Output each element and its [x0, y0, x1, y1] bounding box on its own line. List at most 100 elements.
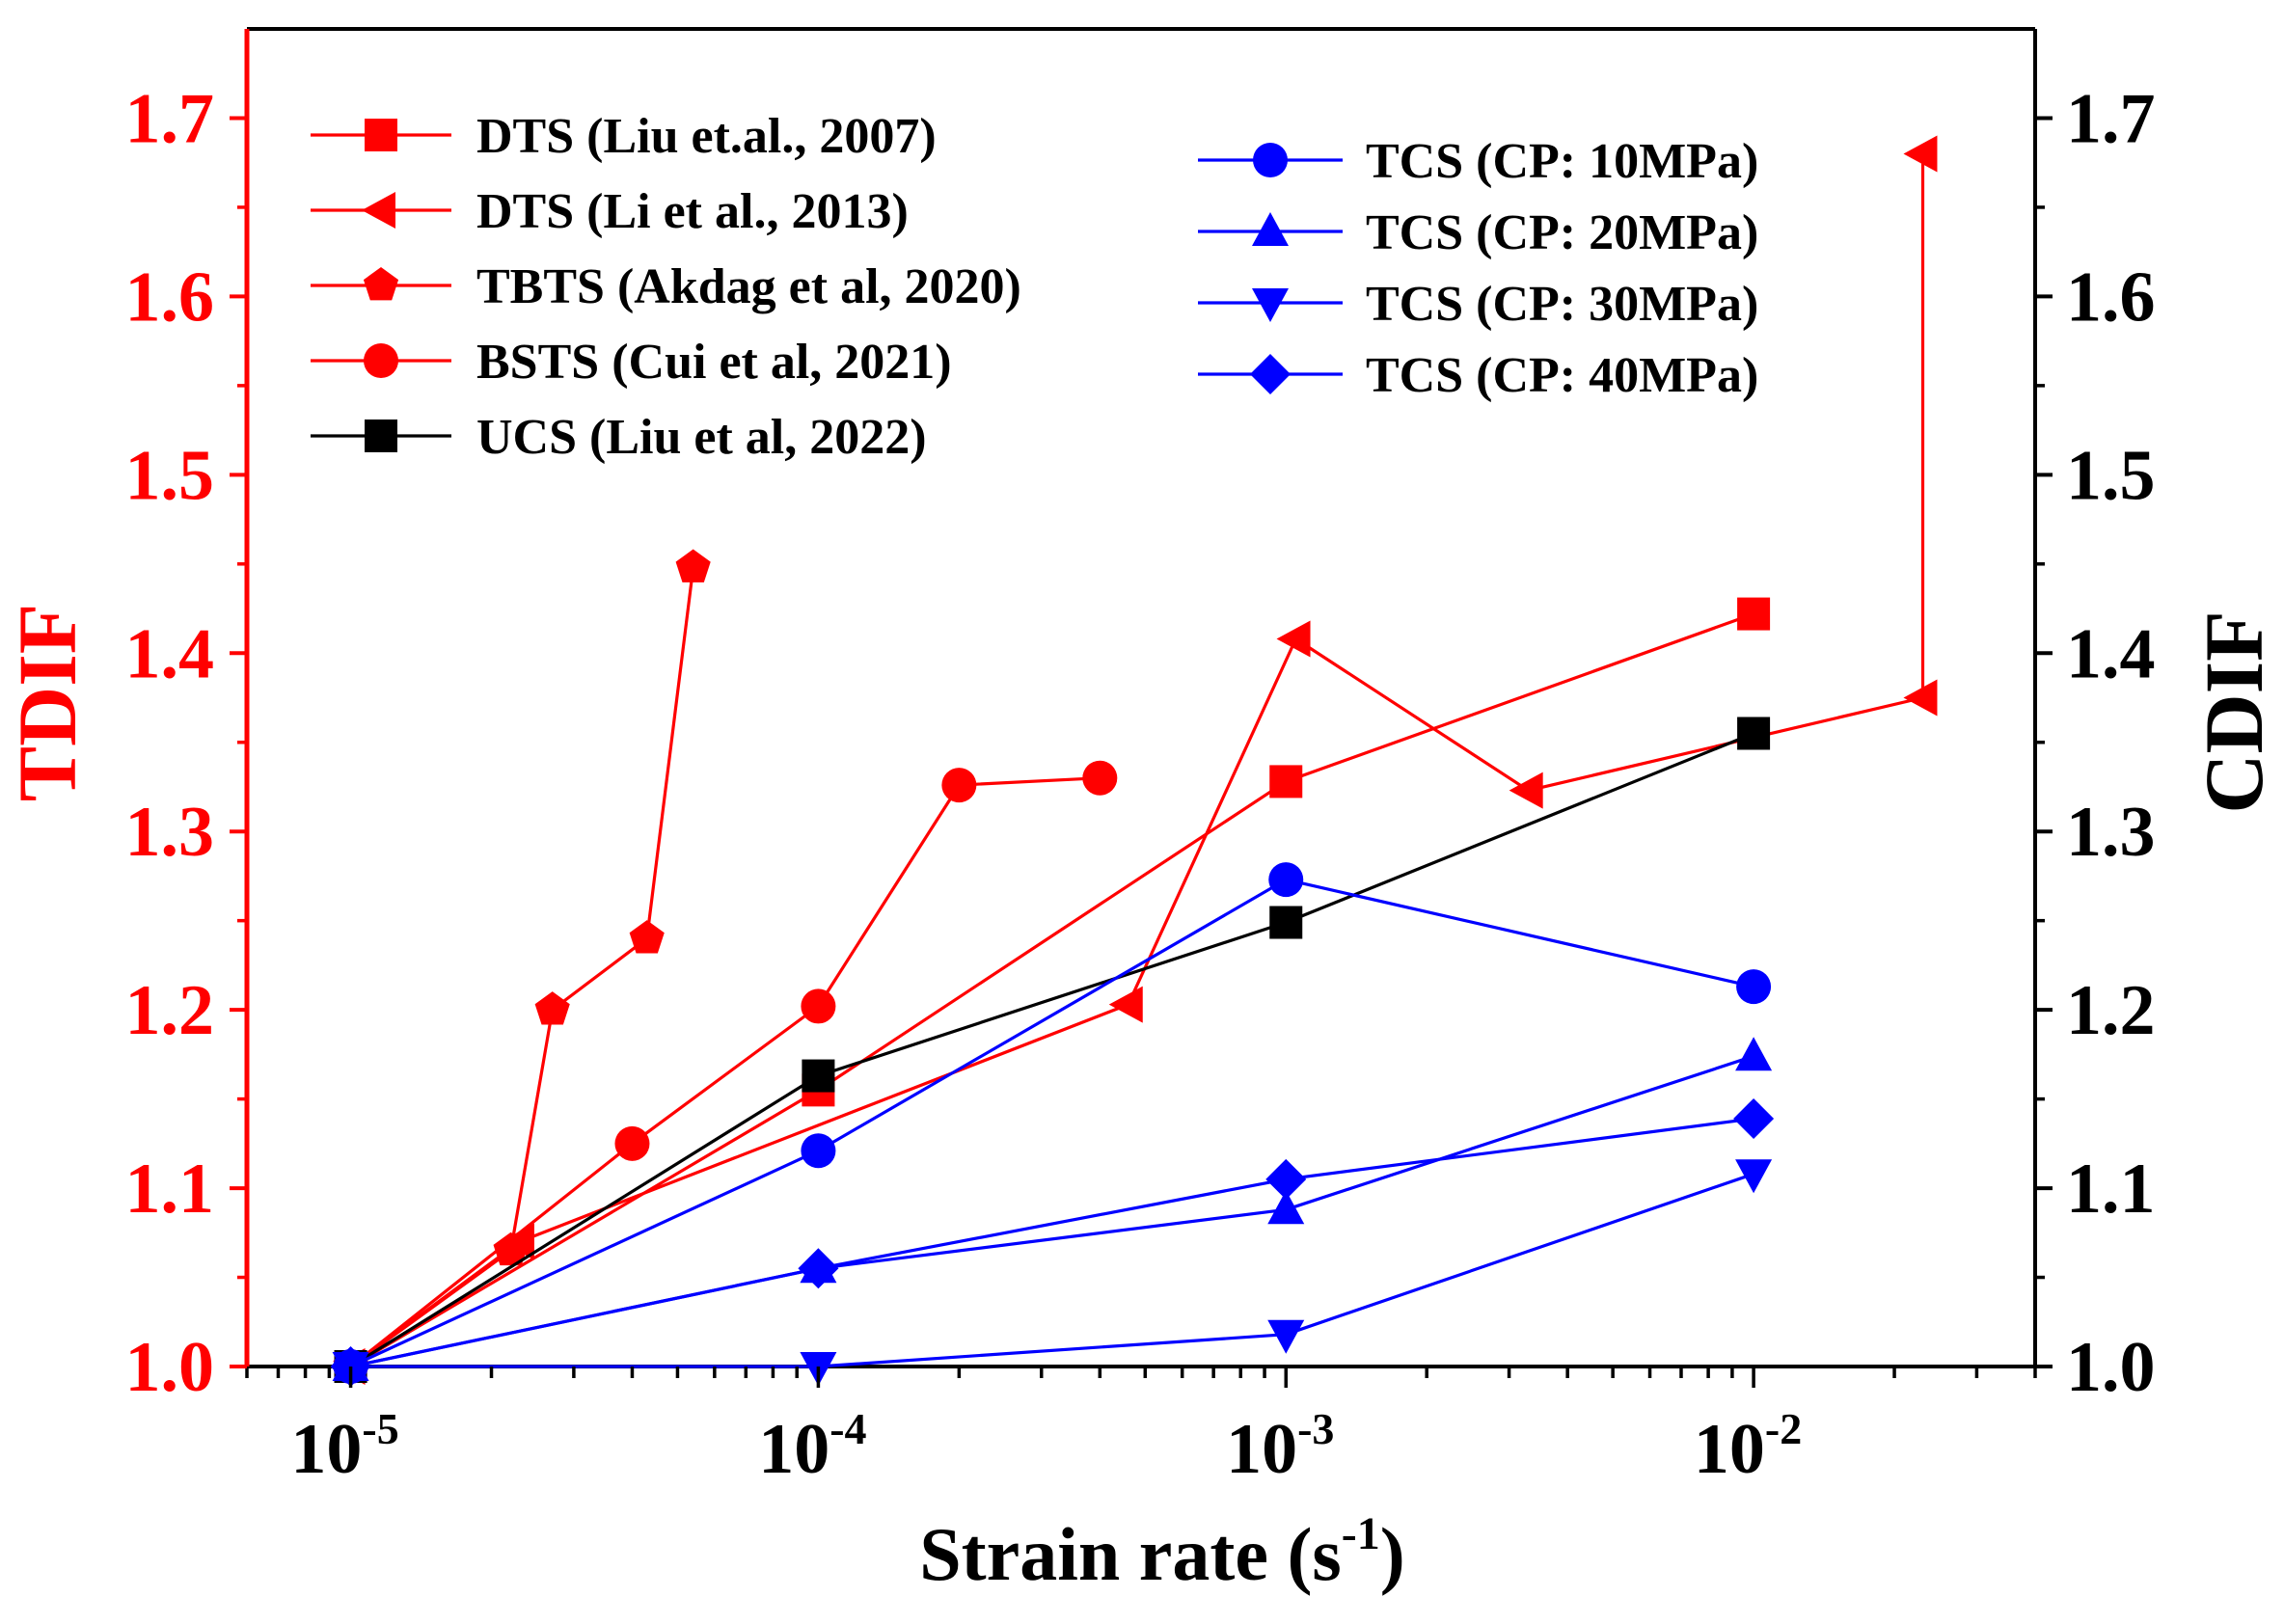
legend-item-7: TCS (CP: 30MPa)	[1198, 277, 1758, 332]
legend-item-0: DTS (Liu et.al., 2007)	[311, 109, 937, 164]
y-right-tick-label: 1.1	[2066, 1150, 2156, 1229]
series-3	[333, 760, 1118, 1384]
data-point-3-4	[1082, 760, 1118, 796]
y-right-tick-label: 1.3	[2066, 793, 2156, 872]
data-point-7-3	[1735, 1159, 1773, 1194]
legend-label: BSTS (Cui et al, 2021)	[476, 335, 952, 390]
y-left-tick-label: 1.1	[125, 1150, 215, 1229]
series-0	[334, 597, 1771, 1383]
x-tick-exp: -5	[362, 1404, 398, 1453]
data-point-3-1	[614, 1125, 650, 1161]
data-point-7-2	[1267, 1319, 1305, 1354]
data-point-4-1	[802, 1059, 835, 1093]
y-left-tick-label: 1.0	[125, 1328, 215, 1407]
legend-item-2: TBTS (Akdag et al, 2020)	[311, 259, 1021, 314]
legend-label: TCS (CP: 40MPa)	[1366, 348, 1758, 403]
y-left-tick-label: 1.4	[125, 614, 215, 693]
series-4	[334, 717, 1771, 1383]
legend-item-3: BSTS (Cui et al, 2021)	[311, 335, 952, 390]
legend-marker	[1253, 143, 1288, 177]
data-point-1-6	[1903, 135, 1938, 173]
legend-layer: DTS (Liu et.al., 2007) DTS (Li et al., 20…	[311, 109, 1758, 465]
series-line-0	[349, 612, 1754, 1368]
data-point-1-3	[1276, 620, 1311, 658]
legend-marker	[363, 267, 399, 301]
x-axis-title: Strain rate (s-1)	[919, 1508, 1405, 1596]
data-point-1-1	[500, 1223, 534, 1260]
y-right-tick-label: 1.5	[2066, 436, 2156, 515]
series-layer	[330, 135, 1938, 1387]
y-left-tick-label: 1.2	[125, 971, 215, 1050]
series-7	[332, 1159, 1773, 1386]
legend-item-1: DTS (Li et al., 2013)	[311, 184, 909, 239]
legend-marker	[1252, 212, 1289, 246]
x-tick-base: 10	[1226, 1410, 1297, 1489]
data-point-2-2	[534, 991, 570, 1025]
legend-item-6: TCS (CP: 20MPa)	[1198, 205, 1758, 260]
x-axis-title-text: Strain rate (s	[919, 1512, 1342, 1596]
x-tick-base: 10	[758, 1410, 829, 1489]
data-point-2-3	[629, 920, 665, 954]
legend-item-4: UCS (Liu et al, 2022)	[311, 410, 927, 465]
x-tick-base: 10	[1694, 1410, 1765, 1489]
series-line-6	[350, 1054, 1754, 1368]
data-point-1-5	[1903, 679, 1938, 717]
legend-item-5: TCS (CP: 10MPa)	[1198, 134, 1758, 189]
series-line-7	[350, 1172, 1754, 1368]
y-left-tick-label: 1.7	[125, 79, 215, 158]
data-point-8-1	[798, 1248, 839, 1289]
data-point-3-2	[801, 988, 836, 1024]
x-axis-title-close: )	[1380, 1512, 1405, 1596]
x-tick-exp: -2	[1765, 1404, 1802, 1453]
legend-marker	[362, 192, 395, 229]
series-line-3	[349, 776, 1101, 1368]
data-point-0-2	[1269, 765, 1303, 798]
legend-label: TBTS (Akdag et al, 2020)	[476, 259, 1021, 314]
data-point-8-3	[1733, 1097, 1775, 1139]
legend-label: TCS (CP: 10MPa)	[1366, 134, 1758, 189]
legend-marker	[365, 119, 397, 151]
legend-label: UCS (Liu et al, 2022)	[476, 410, 927, 465]
data-point-5-1	[801, 1133, 836, 1169]
y-right-axis-title: CDIF	[2188, 610, 2280, 813]
x-tick-label: 10-2	[1694, 1404, 1802, 1489]
legend-label: DTS (Li et al., 2013)	[476, 184, 909, 239]
series-line-8	[350, 1117, 1754, 1368]
legend-marker	[1252, 288, 1289, 322]
legend-marker	[365, 420, 397, 452]
y-left-tick-label: 1.3	[125, 793, 215, 872]
series-5	[333, 862, 1772, 1384]
x-tick-exp: -4	[829, 1404, 866, 1453]
y-right-tick-label: 1.4	[2066, 614, 2156, 693]
legend-marker	[364, 343, 398, 378]
legend-item-8: TCS (CP: 40MPa)	[1198, 348, 1758, 403]
data-point-5-3	[1736, 969, 1772, 1005]
series-1	[331, 135, 1938, 1385]
y-right-tick-label: 1.0	[2066, 1328, 2156, 1407]
series-2	[333, 549, 711, 1382]
data-point-1-4	[1509, 771, 1543, 809]
data-point-4-2	[1269, 906, 1303, 939]
legend-label: DTS (Liu et.al., 2007)	[476, 109, 937, 164]
data-point-0-3	[1737, 597, 1771, 631]
axes-layer: 10-5 10-4 10-3 10-21.0 1.01.1 1.11.2 1.21.3 1.3…	[1, 79, 2280, 1596]
data-point-8-2	[1265, 1158, 1307, 1200]
x-tick-label: 10-3	[1226, 1404, 1334, 1489]
legend-marker	[1250, 354, 1291, 394]
y-right-tick-label: 1.7	[2066, 79, 2156, 158]
data-point-6-3	[1735, 1037, 1773, 1071]
series-line-5	[349, 878, 1754, 1368]
y-left-tick-label: 1.6	[125, 257, 215, 337]
legend-label: TCS (CP: 30MPa)	[1366, 277, 1758, 332]
legend-label: TCS (CP: 20MPa)	[1366, 205, 1758, 260]
x-tick-base: 10	[290, 1410, 362, 1489]
y-left-axis-title: TDIF	[1, 604, 94, 801]
y-right-tick-label: 1.6	[2066, 257, 2156, 337]
data-point-6-2	[1267, 1190, 1305, 1225]
x-tick-label: 10-5	[290, 1404, 398, 1489]
data-point-3-3	[941, 768, 977, 803]
y-right-tick-label: 1.2	[2066, 971, 2156, 1050]
data-point-1-2	[1108, 986, 1143, 1023]
x-axis-title-exp: -1	[1342, 1508, 1380, 1559]
